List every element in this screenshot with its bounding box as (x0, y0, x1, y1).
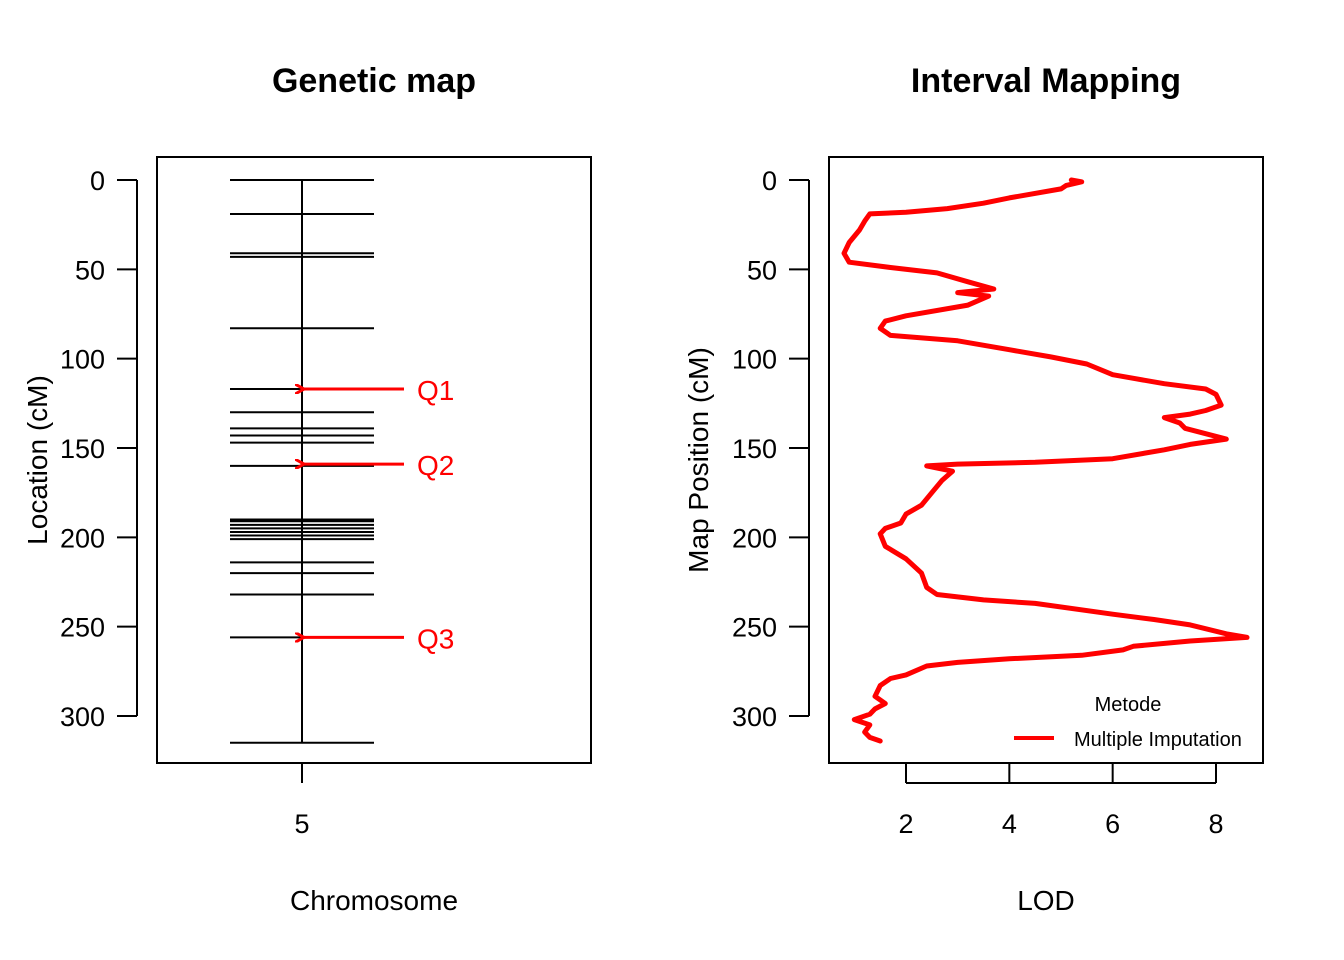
genetic-map-y-tick-label: 150 (60, 434, 105, 464)
genetic-map-y-tick-label: 300 (60, 702, 105, 732)
panel-genetic-map: Genetic map 0 50 100 150 200 250 300 5 Chromos… (22, 62, 592, 916)
interval-mapping-x-tick-label: 4 (1002, 809, 1017, 839)
interval-mapping-y-tick-label: 100 (732, 345, 777, 375)
interval-mapping-y-axis-label: Map Position (cM) (683, 347, 714, 573)
genetic-map-markers (230, 179, 374, 744)
genetic-map-y-tick-label: 50 (75, 255, 105, 285)
interval-mapping-y-tick-label: 50 (747, 255, 777, 285)
genetic-map-title: Genetic map (272, 62, 476, 100)
genetic-map-plot-box (156, 156, 592, 764)
interval-mapping-legend: Metode Multiple Imputation (1014, 694, 1242, 751)
interval-mapping-y-tick-label: 0 (762, 166, 777, 196)
interval-mapping-x-axis-label: LOD (1017, 885, 1075, 916)
genetic-map-y-axis-label: Location (cM) (22, 375, 53, 545)
legend-title: Metode (1095, 694, 1162, 716)
interval-mapping-y-tick-label: 150 (732, 434, 777, 464)
interval-mapping-x-ticks: 2 4 6 8 (898, 763, 1224, 839)
genetic-map-y-tick-label: 100 (60, 345, 105, 375)
interval-mapping-x-tick-label: 8 (1208, 809, 1223, 839)
interval-mapping-y-tick-label: 200 (732, 523, 777, 553)
series-multiple-imputation-line (841, 177, 1250, 744)
interval-mapping-y-tick-label: 300 (732, 702, 777, 732)
qtl-label-q2: Q2 (417, 450, 454, 481)
interval-mapping-x-tick-label: 6 (1105, 809, 1120, 839)
interval-mapping-plot-box (828, 156, 1264, 764)
legend-label-multiple-imputation: Multiple Imputation (1074, 729, 1242, 751)
interval-mapping-y-tick-label: 250 (732, 613, 777, 643)
panel-interval-mapping: Interval Mapping 0 50 100 150 200 250 300 2 4 6 8… (683, 62, 1264, 916)
genetic-map-y-tick-label: 0 (90, 166, 105, 196)
genetic-map-y-tick-label: 250 (60, 613, 105, 643)
qtl-label-q1: Q1 (417, 375, 454, 406)
qtl-label-q3: Q3 (417, 623, 454, 654)
genetic-map-qtl: Q1 Q2 Q3 (304, 375, 454, 654)
interval-mapping-x-tick-label: 2 (898, 809, 913, 839)
interval-mapping-title: Interval Mapping (911, 62, 1181, 100)
genetic-map-x-tick-label: 5 (294, 809, 309, 839)
genetic-map-y-ticks: 0 50 100 150 200 250 300 (60, 166, 137, 732)
genetic-map-x-axis-label: Chromosome (290, 885, 458, 916)
genetic-map-y-tick-label: 200 (60, 523, 105, 553)
interval-mapping-y-ticks: 0 50 100 150 200 250 300 (732, 166, 809, 732)
